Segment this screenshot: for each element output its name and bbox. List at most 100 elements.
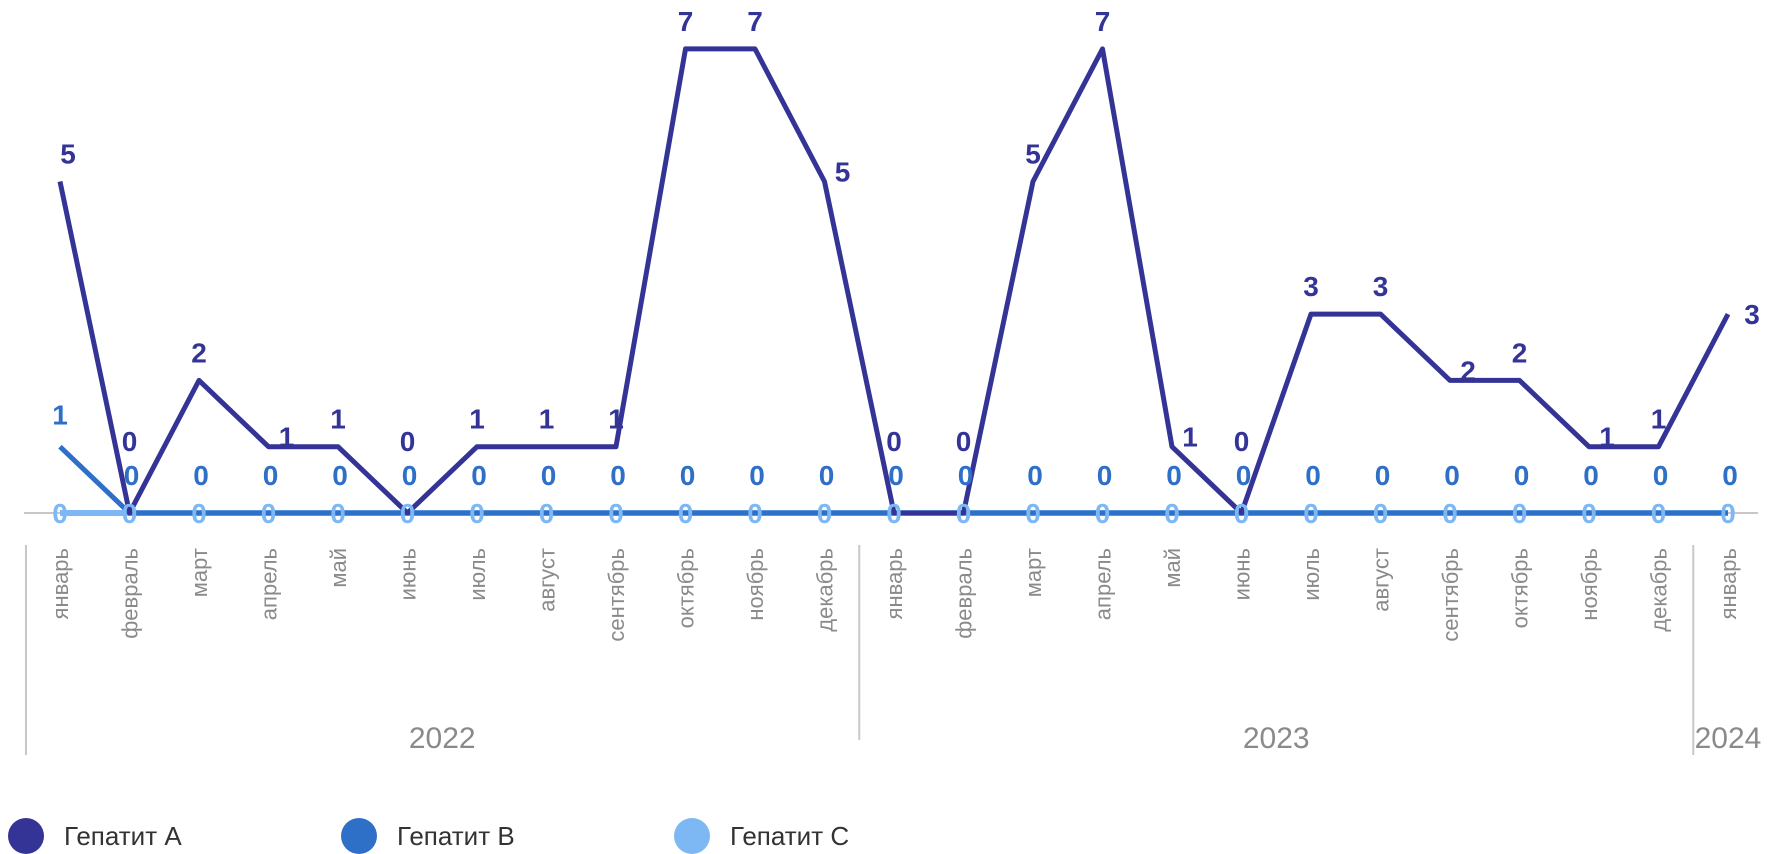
data-label: 0 [1512,498,1528,529]
data-label: 0 [1514,460,1530,491]
x-tick-label: октябрь [1508,548,1533,628]
data-label: 2 [191,337,207,368]
data-label: 3 [1744,299,1760,330]
x-tick-label: апрель [1091,548,1116,620]
data-label: 0 [1722,460,1738,491]
data-label: 0 [539,498,555,529]
data-label: 0 [1651,498,1667,529]
x-tick-label: февраль [952,548,977,639]
year-label: 2024 [1695,722,1762,755]
data-label: 1 [279,422,295,453]
data-label: 2 [1512,337,1528,368]
data-label: 0 [1305,460,1321,491]
data-label: 1 [539,404,555,435]
data-label: 0 [958,460,974,491]
legend-marker-hepatitis-a [8,818,44,854]
data-label: 3 [1373,271,1389,302]
data-label: 0 [400,498,416,529]
data-label: 0 [541,460,557,491]
data-label: 0 [1720,498,1736,529]
data-label: 0 [1097,460,1113,491]
data-label: 0 [193,460,209,491]
data-label: 0 [191,498,207,529]
legend-label-hepatitis-a: Гепатит А [64,820,182,851]
x-tick-label: июль [465,548,490,601]
data-label: 0 [1375,460,1391,491]
data-label: 0 [122,498,138,529]
legend-label-hepatitis-b: Гепатит В [397,820,515,851]
data-label: 7 [678,6,694,37]
legend-marker-hepatitis-c [674,818,710,854]
legend-marker-hepatitis-b [341,818,377,854]
data-label: 0 [1025,498,1041,529]
data-label: 0 [956,498,972,529]
legend-item-hepatitis-b[interactable]: Гепатит В [341,818,674,854]
data-label: 0 [680,460,696,491]
x-tick-label: январь [882,548,907,619]
x-tick-label: декабрь [1647,548,1672,632]
x-tick-label: июнь [396,548,421,600]
series-line [57,46,1731,516]
data-label: 0 [471,460,487,491]
x-tick-label: ноябрь [1577,548,1602,621]
data-label: 3 [1303,271,1319,302]
data-label: 0 [402,460,418,491]
data-label: 0 [1164,498,1180,529]
data-label: 0 [400,426,416,457]
x-tick-label: май [1160,548,1185,588]
data-label: 0 [332,460,348,491]
x-tick-label: июнь [1230,548,1255,600]
data-label: 5 [1025,139,1041,170]
data-label: 1 [1182,422,1198,453]
legend: Гепатит А Гепатит В Гепатит С [8,818,1007,854]
data-label: 0 [1027,460,1043,491]
data-label: 0 [608,498,624,529]
legend-item-hepatitis-c[interactable]: Гепатит С [674,818,1007,854]
data-label: 0 [52,498,68,529]
legend-item-hepatitis-a[interactable]: Гепатит А [8,818,341,854]
data-label: 1 [52,400,68,431]
data-label: 1 [469,404,485,435]
data-label: 1 [1599,422,1615,453]
x-tick-label: май [326,548,351,588]
data-label: 0 [749,460,765,491]
data-label: 0 [956,426,972,457]
data-label: 7 [747,6,763,37]
data-label: 0 [888,460,904,491]
data-label: 0 [263,460,279,491]
data-label: 0 [1581,498,1597,529]
data-label: 0 [1373,498,1389,529]
data-label: 0 [1444,460,1460,491]
data-label: 0 [817,498,833,529]
data-label: 0 [261,498,277,529]
data-label: 0 [330,498,346,529]
year-label: 2023 [1243,722,1310,755]
x-tick-label: март [1021,548,1046,597]
data-label: 0 [678,498,694,529]
data-label: 0 [124,460,140,491]
data-label: 0 [1442,498,1458,529]
x-tick-label: июль [1299,548,1324,601]
x-tick-label: март [187,548,212,597]
data-label: 5 [835,157,851,188]
x-tick-label: апрель [257,548,282,620]
x-tick-label: сентябрь [1438,548,1463,642]
data-label: 7 [1095,6,1111,37]
data-label: 0 [1095,498,1111,529]
data-label: 0 [610,460,626,491]
data-label: 0 [1653,460,1669,491]
year-label: 2022 [409,722,476,755]
data-label: 2 [1460,355,1476,386]
data-label: 0 [819,460,835,491]
series-lines [57,46,1731,516]
x-tick-label: август [535,548,560,612]
x-tick-label: август [1369,548,1394,612]
x-tick-label: январь [1716,548,1741,619]
data-label: 0 [886,498,902,529]
data-label: 0 [1166,460,1182,491]
data-label: 0 [1236,460,1252,491]
data-label: 0 [1234,426,1250,457]
x-tick-label: ноябрь [743,548,768,621]
data-label: 0 [469,498,485,529]
